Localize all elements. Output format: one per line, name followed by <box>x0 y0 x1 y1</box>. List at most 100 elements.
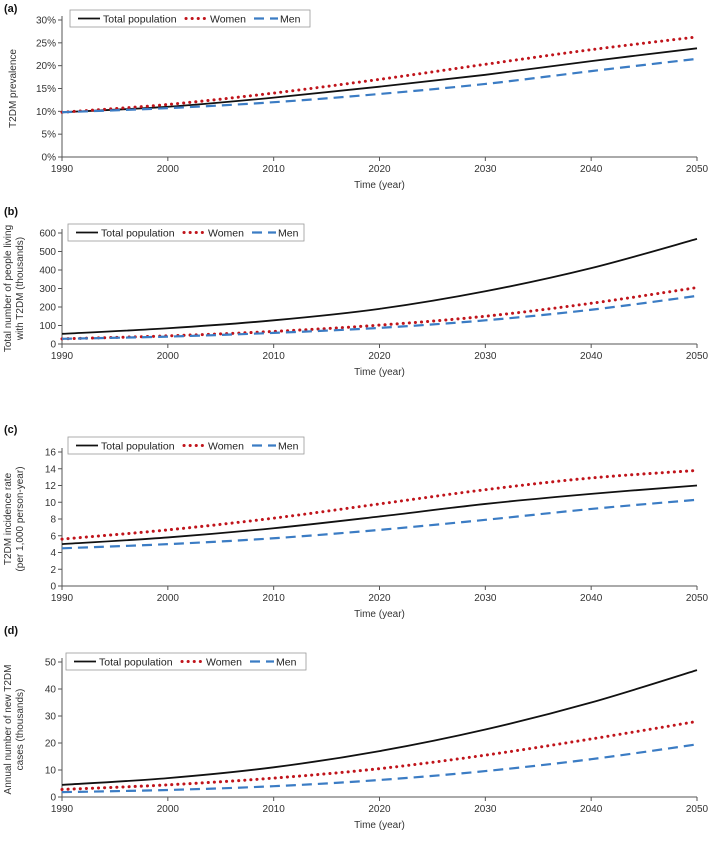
series-line-women <box>60 719 699 791</box>
series-line-total-population <box>61 238 698 335</box>
y-tick-label: 30% <box>36 16 56 27</box>
y-tick-label: 25% <box>36 38 56 49</box>
legend-box <box>67 436 305 455</box>
series-line-men <box>61 294 698 340</box>
y-axis-label: Annual number of new T2DM <box>3 665 14 795</box>
y-axis-label: (per 1,000 person-year) <box>15 466 26 571</box>
legend-label: Men <box>278 440 299 452</box>
chart-panel-c: (c) 0 2 4 6 8 10 12 14 16 1990 2000 2010 2020 2030 2040… <box>3 424 709 620</box>
x-axis-label: Time (year) <box>354 180 405 191</box>
legend-label: Women <box>210 13 246 25</box>
x-tick-label: 2030 <box>474 593 497 604</box>
legend: Total population Women Men <box>67 223 305 242</box>
y-tick-label: 12 <box>45 481 57 492</box>
x-axis-label: Time (year) <box>354 820 405 831</box>
y-tick-label: 400 <box>39 266 56 277</box>
y-tick-label: 0 <box>50 582 56 593</box>
y-tick-label: 10% <box>36 107 56 118</box>
x-tick-label: 2050 <box>686 164 709 175</box>
legend-label: Total population <box>101 227 175 239</box>
legend-box <box>65 652 307 671</box>
y-axis-label: T2DM incidence rate <box>3 472 14 565</box>
y-tick-label: 100 <box>39 321 56 332</box>
y-tick-label: 0 <box>50 340 56 351</box>
legend-label: Total population <box>101 440 175 452</box>
x-tick-label: 2010 <box>263 351 286 362</box>
y-tick-label: 2 <box>50 565 56 576</box>
x-tick-label: 2010 <box>263 164 286 175</box>
x-tick-label: 2040 <box>580 804 603 815</box>
panel-label: (b) <box>4 206 18 218</box>
x-tick-label: 2040 <box>580 164 603 175</box>
series-line-women <box>60 468 699 541</box>
series-line-women <box>60 35 699 114</box>
y-tick-label: 500 <box>39 247 56 258</box>
legend-box <box>69 9 311 28</box>
y-tick-label: 40 <box>45 685 57 696</box>
y-tick-label: 200 <box>39 303 56 314</box>
x-tick-label: 2040 <box>580 593 603 604</box>
x-tick-label: 2030 <box>474 804 497 815</box>
legend-box <box>67 223 305 242</box>
legend: Total population Women Men <box>67 436 305 455</box>
legend: Total population Women Men <box>65 652 307 671</box>
legend-label: Total population <box>99 656 173 668</box>
x-tick-label: 2050 <box>686 351 709 362</box>
legend-label: Women <box>208 227 244 239</box>
x-tick-label: 1990 <box>51 593 74 604</box>
panel-label: (a) <box>4 3 18 15</box>
y-axis-label: T2DM prevalence <box>8 49 19 128</box>
x-tick-label: 2050 <box>686 593 709 604</box>
y-tick-label: 10 <box>45 766 57 777</box>
y-tick-label: 15% <box>36 84 56 95</box>
x-tick-label: 1990 <box>51 804 74 815</box>
x-tick-label: 2050 <box>686 804 709 815</box>
x-tick-label: 2020 <box>368 804 391 815</box>
x-tick-label: 2020 <box>368 164 391 175</box>
y-tick-label: 30 <box>45 712 57 723</box>
y-tick-label: 0% <box>42 153 57 164</box>
x-tick-label: 2000 <box>157 804 180 815</box>
y-axis-label: with T2DM (thousands) <box>15 237 26 341</box>
y-tick-label: 10 <box>45 498 57 509</box>
series-line-men <box>61 498 698 550</box>
x-tick-label: 2040 <box>580 351 603 362</box>
x-tick-label: 2030 <box>474 164 497 175</box>
y-tick-label: 300 <box>39 284 56 295</box>
x-tick-label: 2000 <box>157 164 180 175</box>
chart-panel-a: (a) 0% 5% 10% 15% 20% 25% 30% 1990 2000 2010 2020 20… <box>4 3 709 191</box>
y-tick-label: 20 <box>45 739 57 750</box>
x-tick-label: 2000 <box>157 351 180 362</box>
y-axis-label: cases (thousands) <box>15 689 26 771</box>
legend-label: Total population <box>103 13 177 25</box>
y-tick-label: 14 <box>45 464 57 475</box>
y-tick-label: 50 <box>45 658 57 669</box>
x-tick-label: 2000 <box>157 593 180 604</box>
x-tick-label: 1990 <box>51 164 74 175</box>
y-tick-label: 8 <box>50 515 56 526</box>
chart-panel-b: (b) 0 100 200 300 400 500 600 1990 2000 2010 2020 20… <box>3 206 709 378</box>
panel-label: (d) <box>4 625 18 637</box>
legend-label: Men <box>278 227 299 239</box>
x-tick-label: 2020 <box>368 593 391 604</box>
y-axis-label: Total number of people living <box>3 225 14 352</box>
y-tick-label: 20% <box>36 61 56 72</box>
x-axis-label: Time (year) <box>354 367 405 378</box>
legend-label: Men <box>276 656 297 668</box>
legend-label: Women <box>206 656 242 668</box>
x-axis-label: Time (year) <box>354 609 405 620</box>
x-tick-label: 2020 <box>368 351 391 362</box>
panel-label: (c) <box>4 424 18 436</box>
series-line-total-population <box>61 47 698 114</box>
x-tick-label: 2030 <box>474 351 497 362</box>
y-tick-label: 4 <box>50 548 56 559</box>
x-tick-label: 2010 <box>263 804 286 815</box>
series-line-men <box>61 57 698 114</box>
x-tick-label: 2010 <box>263 593 286 604</box>
y-tick-label: 5% <box>42 130 57 141</box>
y-tick-label: 6 <box>50 531 56 542</box>
series-line-men <box>61 743 698 794</box>
y-tick-label: 600 <box>39 229 56 240</box>
